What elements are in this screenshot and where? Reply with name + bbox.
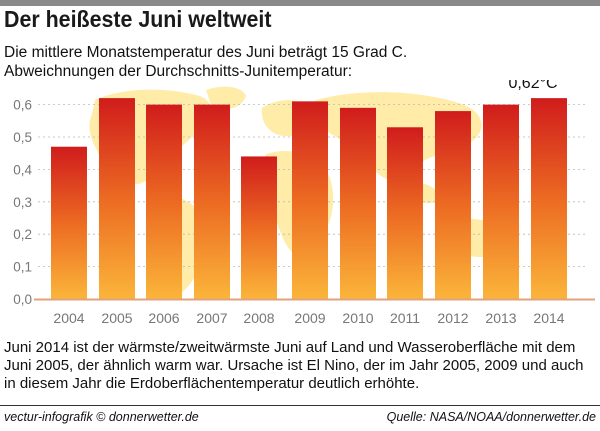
x-tick-label: 2006	[148, 310, 179, 326]
x-tick-label: 2011	[390, 310, 420, 326]
x-tick-label: 2013	[485, 310, 516, 326]
bar-2011	[387, 127, 423, 299]
bar-2012	[435, 111, 471, 299]
bar-2006	[146, 104, 182, 299]
x-tick-label: 2010	[342, 310, 373, 326]
bar-2010	[340, 107, 376, 299]
value-annotation: 0,62°C	[508, 80, 557, 92]
bar-chart: 0,0 0,1 0,2 0,3 0,4 0,5 0,6 2004 2005 2006 2007 200…	[13, 80, 595, 326]
top-bar	[0, 0, 600, 6]
footer-source: Quelle: NASA/NOAA/donnerwetter.de	[386, 410, 596, 424]
y-tick-label: 0,4	[13, 162, 32, 177]
x-tick-label: 2012	[437, 310, 468, 326]
x-tick-label: 2014	[533, 310, 564, 326]
y-tick-label: 0,2	[13, 227, 32, 242]
y-tick-label: 0,6	[13, 98, 32, 113]
footer-divider	[0, 405, 600, 406]
bar-2013	[483, 104, 519, 299]
x-tick-label: 2007	[196, 310, 227, 326]
x-tick-label: 2008	[243, 310, 274, 326]
x-tick-label: 2004	[53, 310, 84, 326]
chart-subtitle-line-2: Abweichnungen der Durchschnitts-Junitemp…	[4, 63, 353, 80]
y-tick-label: 0,1	[13, 260, 32, 275]
bar-2009	[292, 101, 328, 299]
bar-2014	[531, 98, 567, 300]
chart-title: Der heißeste Juni weltweit	[4, 6, 272, 32]
bar-2004	[51, 146, 87, 299]
bar-2007	[194, 104, 230, 299]
y-tick-label: 0,5	[13, 130, 32, 145]
bar-2005	[99, 98, 135, 300]
axis-labels: 0,0 0,1 0,2 0,3 0,4 0,5 0,6 2004 2005 2006 2007 200…	[13, 80, 565, 326]
y-tick-label: 0,3	[13, 195, 32, 210]
x-tick-label: 2009	[294, 310, 325, 326]
caption-text: Juni 2014 ist der wärmste/zweitwärmste J…	[4, 339, 584, 392]
bar-2008	[241, 156, 277, 299]
map-landmass	[206, 86, 246, 110]
y-tick-label: 0,0	[13, 292, 32, 307]
bars	[34, 98, 595, 301]
footer-credit: vectur-infografik © donnerwetter.de	[4, 410, 199, 424]
chart-subtitle-line-1: Die mittlere Monatstemperatur des Juni b…	[4, 44, 408, 61]
x-tick-label: 2005	[101, 310, 132, 326]
